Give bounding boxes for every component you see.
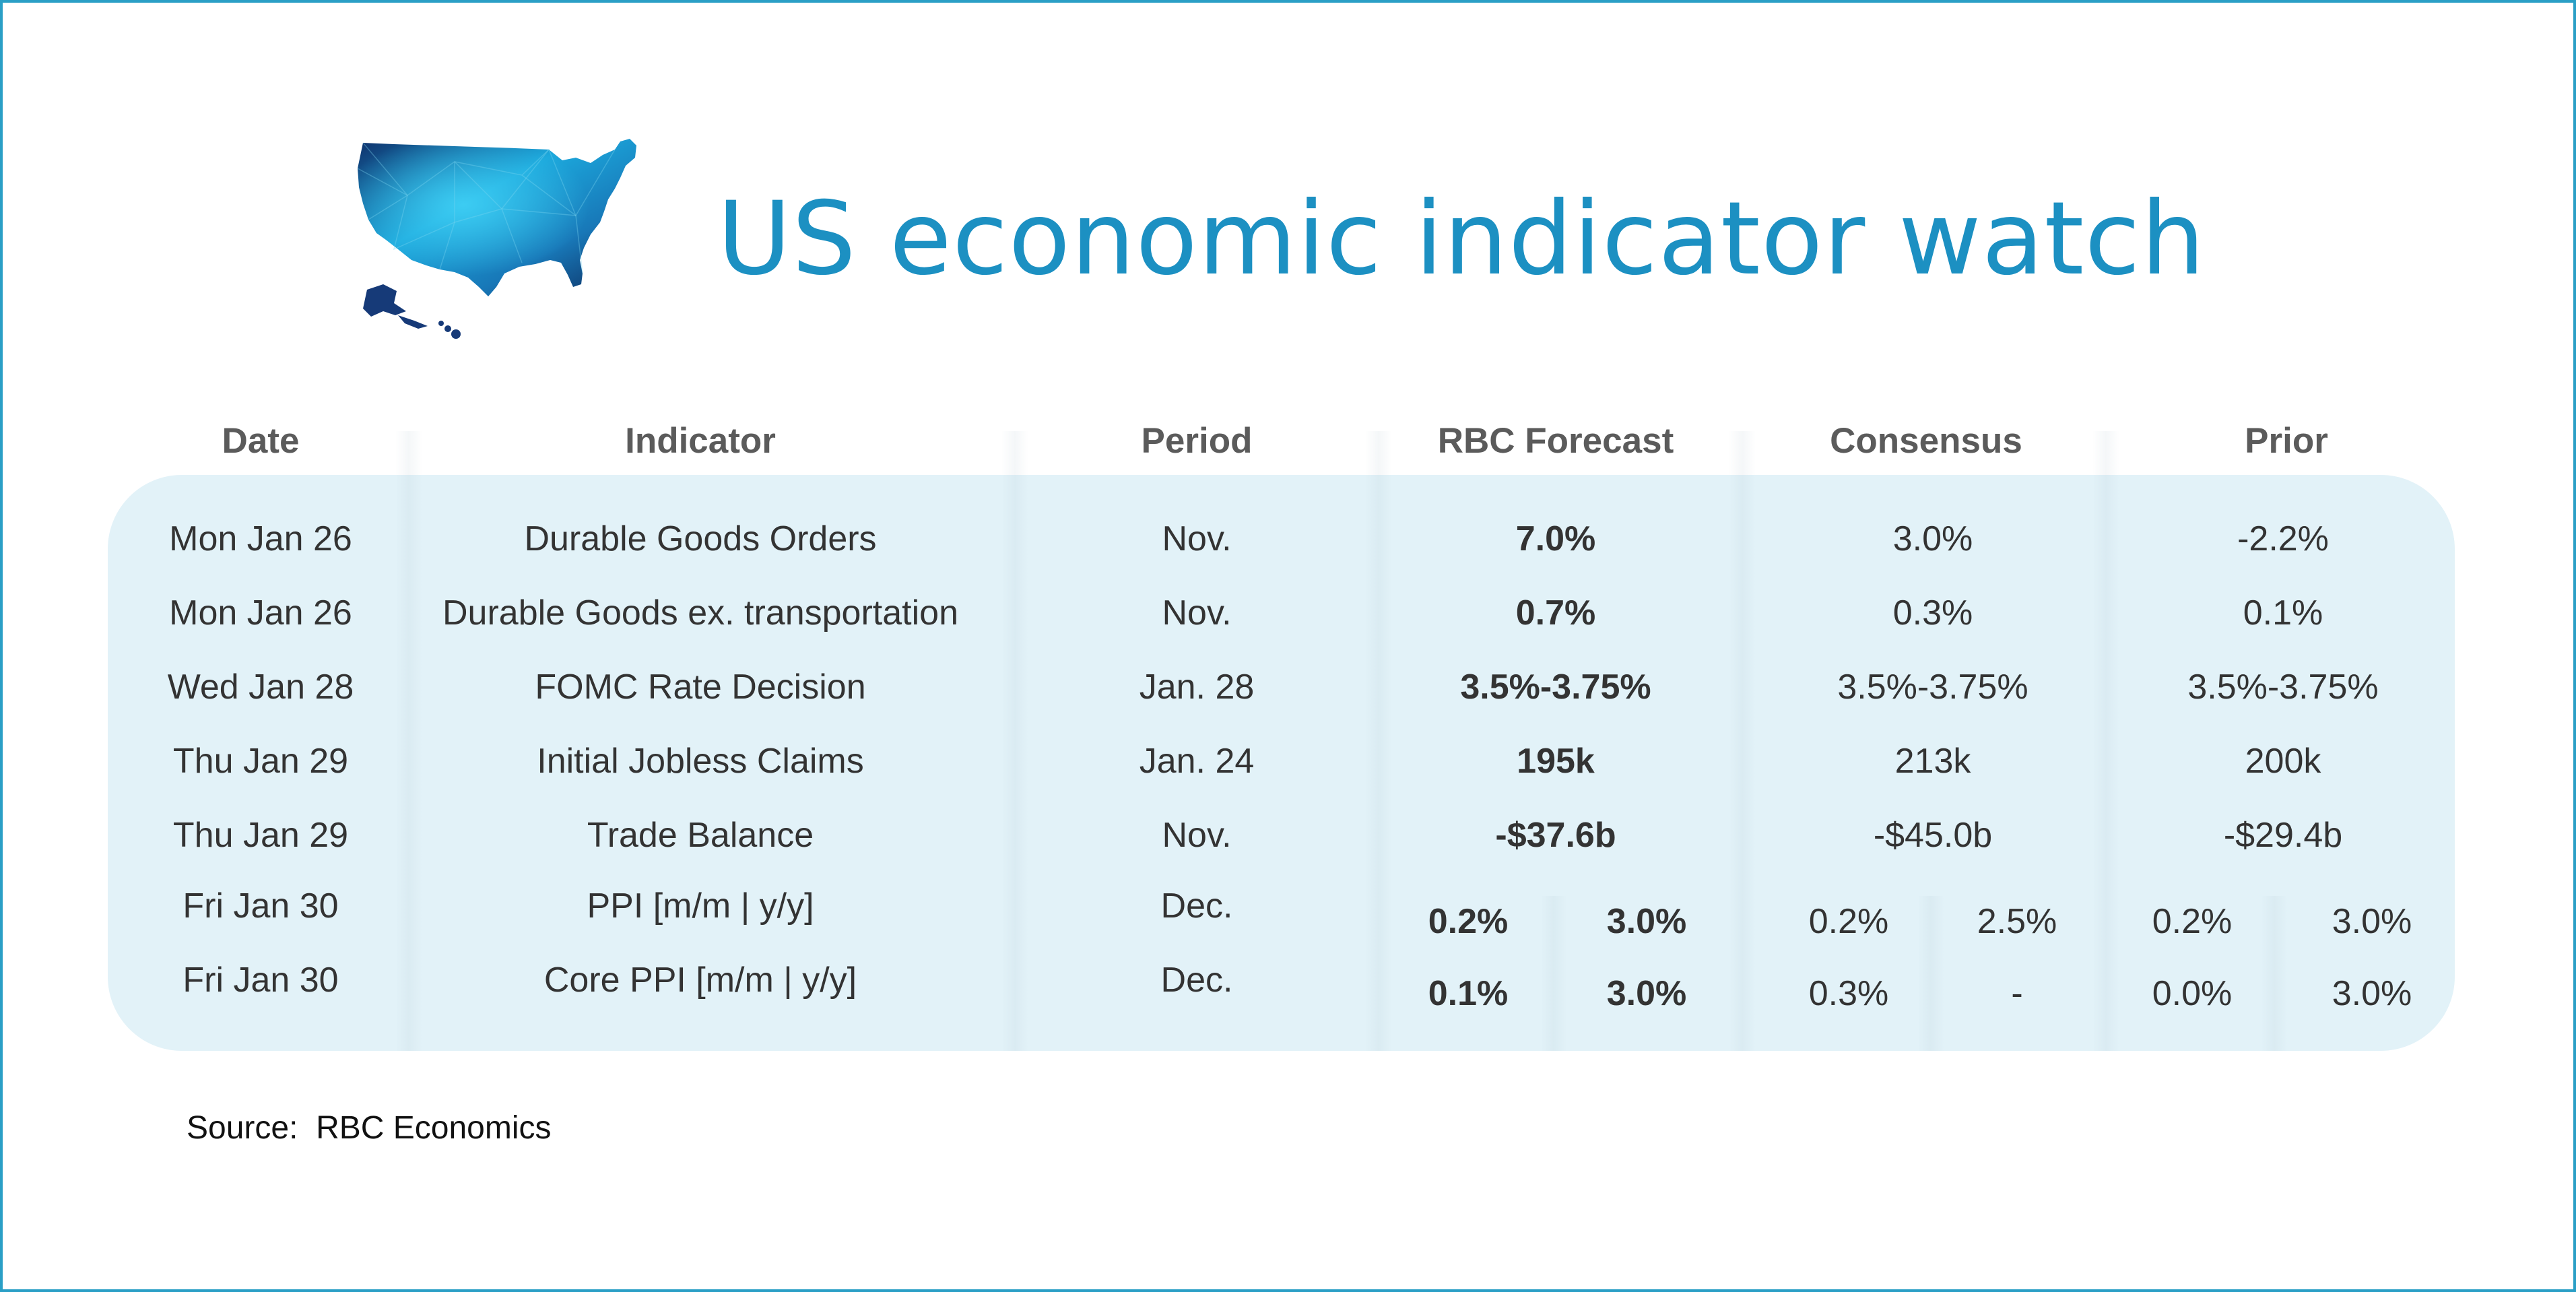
rbc-forecast-cell: 0.7% [1381,589,1731,637]
period-cell: Jan. 28 [1028,664,1365,711]
column-divider [395,431,422,1051]
header-rbc-forecast: RBC Forecast [1381,418,1731,465]
header-consensus: Consensus [1751,418,2101,465]
indicator-cell: PPI [m/m | y/y] [431,882,970,930]
date-cell: Fri Jan 30 [126,957,395,1004]
date-cell: Mon Jan 26 [126,515,395,562]
prior-mm-cell: 0.2% [2125,898,2259,945]
subcolumn-divider [1540,896,1567,1051]
prior-cell: -$29.4b [2108,812,2458,859]
prior-cell: 200k [2108,738,2458,785]
prior-cell: -2.2% [2108,515,2458,562]
subcolumn-divider [1917,896,1944,1051]
consensus-yy-cell: 2.5% [1950,898,2084,945]
source-note: Source: RBC Economics [187,1105,552,1152]
consensus-yy-cell: - [1950,970,2084,1017]
consensus-cell: 3.5%-3.75% [1758,664,2108,711]
indicator-cell: Durable Goods Orders [431,515,970,562]
period-cell: Nov. [1028,812,1365,859]
header-prior: Prior [2115,418,2458,465]
indicator-cell: Core PPI [m/m | y/y] [431,957,970,1004]
consensus-cell: 0.3% [1758,589,2108,637]
date-cell: Thu Jan 29 [126,738,395,785]
us-map-icon [354,135,690,357]
header-date: Date [160,418,362,465]
prior-mm-cell: 0.0% [2125,970,2259,1017]
consensus-cell: 213k [1758,738,2108,785]
date-cell: Wed Jan 28 [126,664,395,711]
rbc-forecast-cell: 195k [1381,738,1731,785]
page-title: US economic indicator watch [717,172,2206,306]
rbc-mm-cell: 0.1% [1401,970,1535,1017]
column-divider [1001,431,1028,1051]
indicator-cell: Initial Jobless Claims [431,738,970,785]
prior-yy-cell: 3.0% [2305,898,2439,945]
period-cell: Dec. [1028,957,1365,1004]
prior-cell: 0.1% [2108,589,2458,637]
rbc-yy-cell: 3.0% [1579,898,1714,945]
date-cell: Thu Jan 29 [126,812,395,859]
rbc-forecast-cell: 3.5%-3.75% [1381,664,1731,711]
header-indicator: Indicator [431,418,970,465]
consensus-cell: 3.0% [1758,515,2108,562]
rbc-mm-cell: 0.2% [1401,898,1535,945]
prior-yy-cell: 3.0% [2305,970,2439,1017]
column-divider [1729,431,1756,1051]
consensus-mm-cell: 0.2% [1781,898,1916,945]
rbc-forecast-cell: -$37.6b [1381,812,1731,859]
rbc-yy-cell: 3.0% [1579,970,1714,1017]
indicator-cell: Durable Goods ex. transportation [431,589,970,637]
consensus-mm-cell: 0.3% [1781,970,1916,1017]
period-cell: Dec. [1028,882,1365,930]
indicator-cell: FOMC Rate Decision [431,664,970,711]
indicator-cell: Trade Balance [431,812,970,859]
date-cell: Fri Jan 30 [126,882,395,930]
period-cell: Jan. 24 [1028,738,1365,785]
period-cell: Nov. [1028,515,1365,562]
subcolumn-divider [2261,896,2288,1051]
period-cell: Nov. [1028,589,1365,637]
date-cell: Mon Jan 26 [126,589,395,637]
consensus-cell: -$45.0b [1758,812,2108,859]
rbc-forecast-cell: 7.0% [1381,515,1731,562]
header-period: Period [1028,418,1365,465]
prior-cell: 3.5%-3.75% [2108,664,2458,711]
